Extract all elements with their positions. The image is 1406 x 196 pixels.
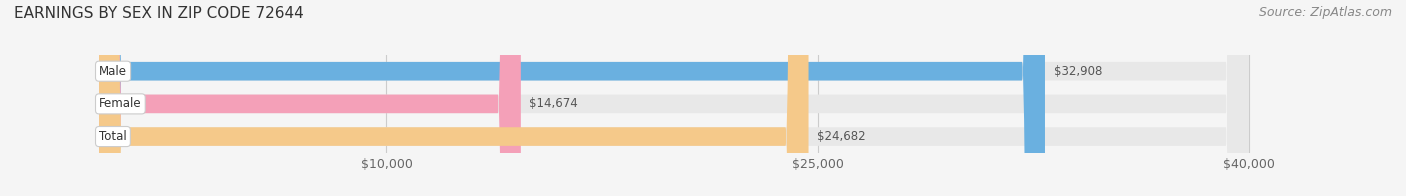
FancyBboxPatch shape xyxy=(98,0,808,196)
FancyBboxPatch shape xyxy=(98,0,1249,196)
FancyBboxPatch shape xyxy=(98,0,520,196)
Text: $32,908: $32,908 xyxy=(1053,65,1102,78)
Text: Total: Total xyxy=(98,130,127,143)
Text: $24,682: $24,682 xyxy=(817,130,866,143)
Text: EARNINGS BY SEX IN ZIP CODE 72644: EARNINGS BY SEX IN ZIP CODE 72644 xyxy=(14,6,304,21)
FancyBboxPatch shape xyxy=(98,0,1249,196)
FancyBboxPatch shape xyxy=(98,0,1045,196)
FancyBboxPatch shape xyxy=(98,0,1249,196)
Text: Female: Female xyxy=(98,97,142,110)
Text: $14,674: $14,674 xyxy=(530,97,578,110)
Text: Male: Male xyxy=(98,65,127,78)
Text: Source: ZipAtlas.com: Source: ZipAtlas.com xyxy=(1258,6,1392,19)
